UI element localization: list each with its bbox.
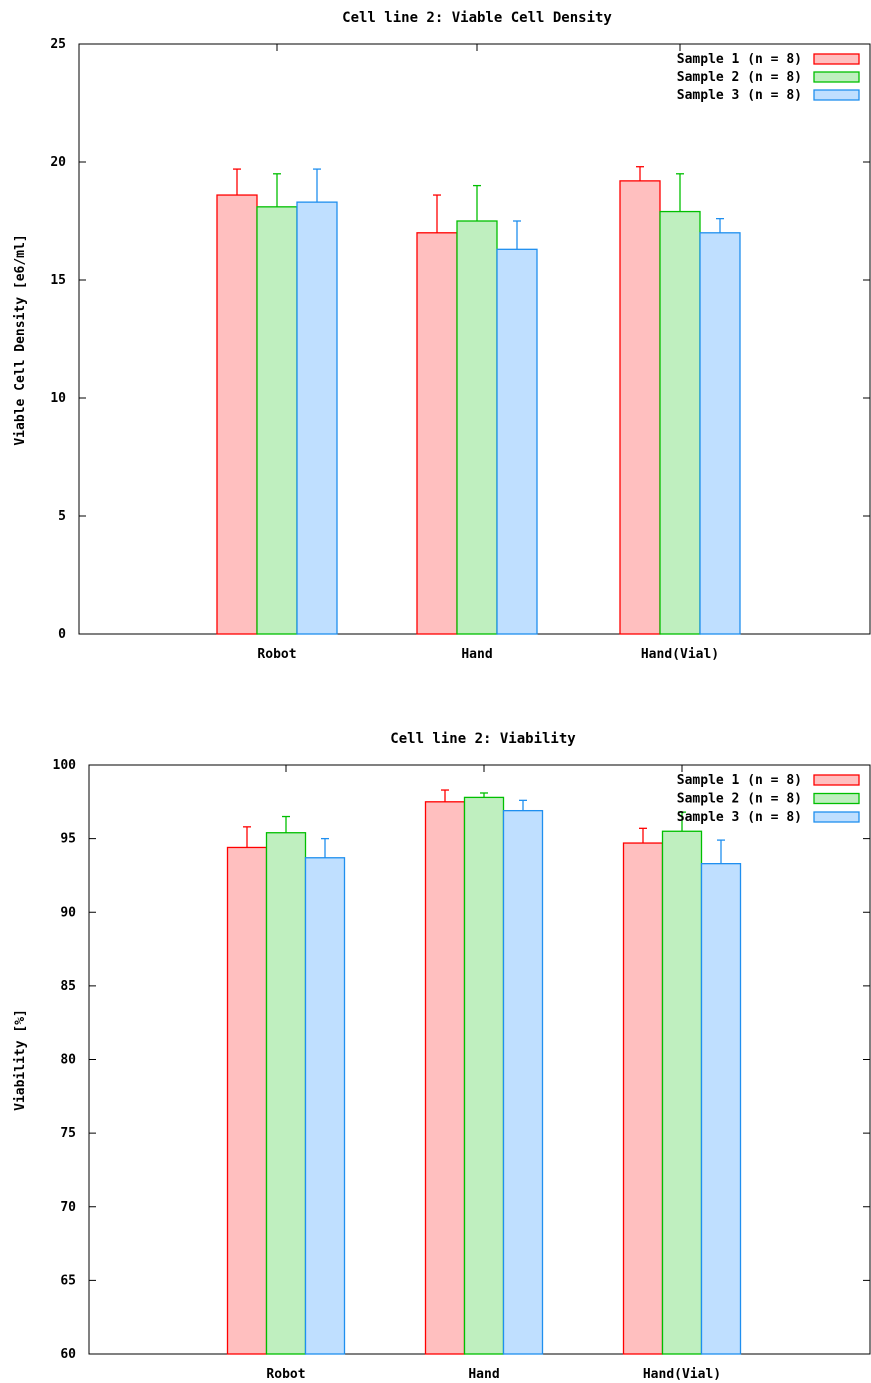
viability-y-tick-label: 70 bbox=[60, 1200, 76, 1215]
viability-y-tick-label: 80 bbox=[60, 1053, 76, 1068]
viability-x-tick-label: Robot bbox=[266, 1367, 305, 1382]
vcd-bar bbox=[416, 232, 458, 635]
vcd-chart-title: Cell line 2: Viable Cell Density bbox=[342, 10, 612, 26]
vcd-y-axis-label: Viable Cell Density [e6/ml] bbox=[13, 234, 28, 445]
vcd-y-tick-label: 10 bbox=[50, 391, 66, 406]
vcd-y-tick-label: 20 bbox=[50, 155, 66, 170]
vcd-x-tick-label: Hand bbox=[461, 647, 492, 662]
viability-y-axis-label: Viability [%] bbox=[13, 1009, 28, 1111]
viability-legend-label: Sample 2 (n = 8) bbox=[677, 792, 802, 807]
viability-legend-label: Sample 3 (n = 8) bbox=[677, 810, 802, 825]
vcd-y-tick-label: 0 bbox=[58, 627, 66, 642]
viability-bar bbox=[661, 830, 703, 1355]
viability-chart-title: Cell line 2: Viability bbox=[390, 731, 576, 747]
viability-bar bbox=[304, 857, 346, 1355]
viability-bar bbox=[463, 796, 505, 1355]
viability-x-tick-label: Hand(Vial) bbox=[643, 1367, 721, 1382]
viability-legend-swatch bbox=[813, 792, 860, 805]
viability-bar bbox=[424, 801, 466, 1355]
vcd-legend-label: Sample 1 (n = 8) bbox=[677, 52, 802, 67]
vcd-bar bbox=[456, 220, 498, 635]
vcd-bar bbox=[699, 232, 741, 635]
vcd-y-tick-label: 15 bbox=[50, 273, 66, 288]
viability-chart: Cell line 2: Viability Viability [%] 606… bbox=[13, 731, 871, 1382]
vcd-y-tick-label: 5 bbox=[58, 509, 66, 524]
vcd-bar bbox=[216, 194, 258, 635]
viability-legend-label: Sample 1 (n = 8) bbox=[677, 773, 802, 788]
vcd-x-tick-label: Robot bbox=[257, 647, 296, 662]
vcd-chart: Cell line 2: Viable Cell Density Viable … bbox=[13, 10, 871, 662]
viability-bar bbox=[700, 863, 742, 1355]
vcd-x-tick-label: Hand(Vial) bbox=[641, 647, 719, 662]
vcd-bar bbox=[659, 210, 701, 635]
viability-legend-swatch bbox=[813, 811, 860, 823]
viability-y-tick-label: 90 bbox=[60, 905, 76, 920]
vcd-legend-label: Sample 3 (n = 8) bbox=[677, 88, 802, 103]
vcd-plot-area: 0 5 10 15 20 25 Robot Hand Hand(Vial) Sample 1 (n… bbox=[50, 37, 871, 662]
vcd-legend-swatch bbox=[813, 71, 860, 83]
viability-bar bbox=[502, 809, 544, 1355]
vcd-legend-label: Sample 2 (n = 8) bbox=[677, 70, 802, 85]
viability-x-tick-label: Hand bbox=[468, 1367, 499, 1382]
vcd-legend-swatch bbox=[813, 89, 860, 101]
vcd-bar bbox=[496, 248, 538, 635]
viability-y-tick-label: 85 bbox=[60, 979, 76, 994]
vcd-legend-swatch bbox=[813, 53, 860, 65]
viability-y-tick-label: 60 bbox=[60, 1347, 76, 1362]
vcd-bar bbox=[296, 201, 338, 635]
viability-bar bbox=[265, 832, 307, 1355]
viability-bar bbox=[226, 846, 268, 1355]
vcd-y-tick-label: 25 bbox=[50, 37, 66, 52]
viability-y-tick-label: 95 bbox=[60, 832, 76, 847]
viability-plot-area: 60 65 70 75 80 85 90 95 100 Robot Hand Hand(Vial) Sa… bbox=[53, 758, 871, 1382]
vcd-bar bbox=[256, 206, 298, 635]
viability-legend-swatch bbox=[813, 774, 860, 786]
viability-y-tick-label: 65 bbox=[60, 1273, 76, 1288]
viability-bar bbox=[622, 842, 664, 1355]
viability-y-tick-label: 75 bbox=[60, 1126, 76, 1141]
viability-y-tick-label: 100 bbox=[53, 758, 77, 773]
vcd-bar bbox=[619, 180, 661, 635]
